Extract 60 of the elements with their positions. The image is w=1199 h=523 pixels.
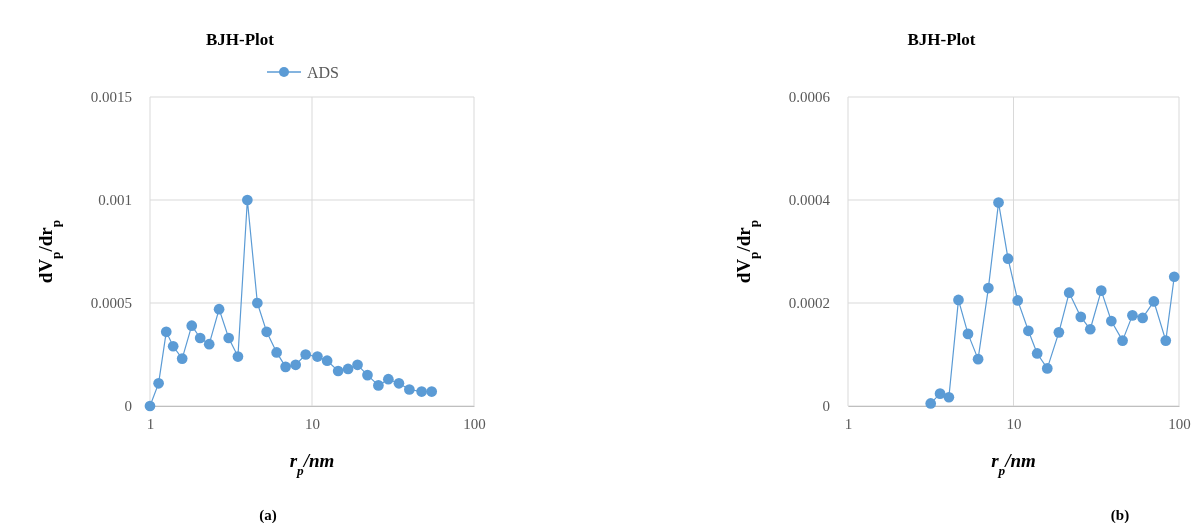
x-tick-label: 100 bbox=[463, 415, 486, 432]
point bbox=[1084, 323, 1096, 335]
point bbox=[373, 380, 384, 391]
point bbox=[362, 369, 373, 381]
point bbox=[383, 373, 394, 385]
point bbox=[242, 194, 253, 206]
point bbox=[393, 378, 405, 389]
point bbox=[404, 384, 415, 395]
point bbox=[1075, 311, 1087, 323]
y-tick-label: 0 bbox=[822, 398, 830, 415]
y-tick-label: 0.0005 bbox=[90, 295, 132, 312]
y-tick-label: 0.0004 bbox=[788, 192, 831, 209]
point bbox=[342, 363, 354, 375]
legend-label: ADS bbox=[307, 64, 340, 81]
point bbox=[1127, 310, 1138, 321]
chart-title: BJH-Plot bbox=[907, 30, 976, 49]
x-tick-label: 1 bbox=[146, 415, 155, 432]
point bbox=[1023, 325, 1034, 337]
point bbox=[312, 351, 323, 362]
point bbox=[983, 282, 994, 294]
chart-title: BJH-Plot bbox=[206, 30, 275, 49]
point bbox=[1095, 285, 1107, 296]
point bbox=[232, 351, 244, 362]
point bbox=[1105, 315, 1117, 327]
point bbox=[972, 353, 984, 365]
text: (b) bbox=[1110, 507, 1130, 523]
point bbox=[1002, 253, 1014, 265]
point bbox=[203, 338, 215, 350]
point bbox=[1053, 327, 1065, 338]
x-tick-label: 10 bbox=[305, 415, 320, 432]
point bbox=[223, 332, 235, 344]
x-tick-label: 100 bbox=[1168, 415, 1191, 432]
point bbox=[953, 294, 964, 306]
point bbox=[962, 328, 974, 340]
point bbox=[271, 347, 282, 358]
point bbox=[1148, 296, 1160, 307]
text: (a) bbox=[259, 507, 277, 523]
point bbox=[943, 391, 955, 403]
point bbox=[1012, 295, 1024, 306]
y-tick-label: 0.001 bbox=[98, 192, 132, 209]
point bbox=[352, 359, 363, 371]
point bbox=[993, 197, 1004, 208]
y-tick-label: 0.0006 bbox=[788, 89, 831, 106]
x-tick-label: 1 bbox=[844, 415, 853, 432]
point bbox=[1168, 271, 1180, 283]
y-tick-label: 0.0015 bbox=[90, 89, 132, 106]
point bbox=[194, 332, 206, 344]
point bbox=[261, 326, 273, 338]
x-axis-title: r$_{p}$/nm bbox=[991, 450, 1036, 478]
y-tick-label: 0 bbox=[124, 398, 132, 415]
point bbox=[1063, 287, 1075, 299]
point bbox=[321, 355, 333, 367]
point bbox=[1137, 312, 1148, 324]
point bbox=[332, 365, 344, 377]
point bbox=[1117, 335, 1128, 346]
point bbox=[213, 303, 225, 315]
y-tick-label: 0.0002 bbox=[788, 295, 830, 312]
point bbox=[252, 297, 263, 309]
x-axis-title: r$_{p}$/nm bbox=[289, 450, 335, 478]
x-tick-label: 10 bbox=[1006, 415, 1022, 432]
